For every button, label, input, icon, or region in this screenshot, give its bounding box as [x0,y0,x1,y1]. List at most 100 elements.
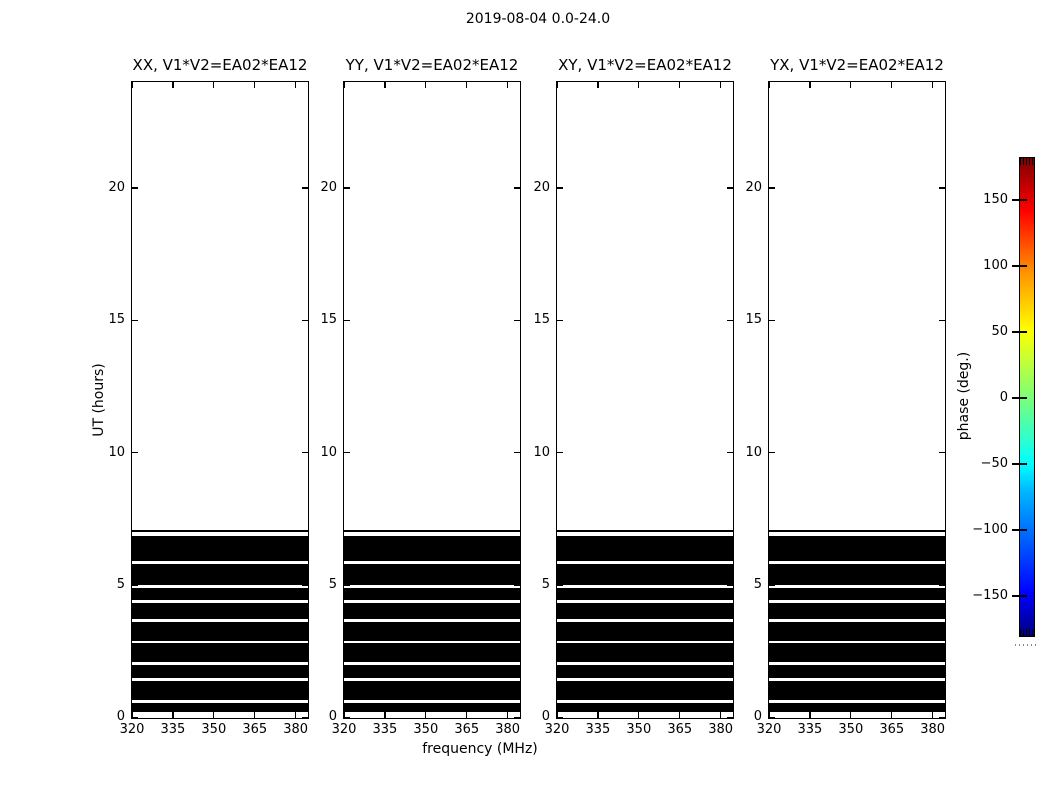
phase-data-band [132,530,308,533]
phase-data-band [557,702,733,713]
x-tick [850,82,852,88]
x-tick-label: 365 [667,722,693,738]
y-tick [344,452,350,454]
x-tick-label: 365 [242,722,268,738]
y-tick [939,584,945,586]
phase-data-band [557,602,733,619]
y-tick [939,716,945,719]
x-tick-label: 350 [413,722,439,738]
y-tick [302,584,308,586]
phase-data-band [344,588,520,600]
colorbar-tick [1012,331,1027,333]
y-tick [727,187,733,189]
y-tick [727,452,733,454]
y-tick-label: 20 [533,179,550,195]
x-tick-label: 335 [797,722,823,738]
y-tick-label: 15 [745,312,762,328]
phase-data-band [132,622,308,641]
phase-data-band [769,665,945,679]
x-tick [343,712,345,718]
x-tick [556,712,558,718]
y-tick-label: 5 [541,577,550,593]
phase-data-band [132,588,308,600]
phase-data-band [769,622,945,641]
x-tick [425,712,427,718]
colorbar-tick-label: 150 [983,192,1008,207]
panel-title: XY, V1*V2=EA02*EA12 [558,56,732,74]
phase-data-band [557,643,733,663]
y-tick [557,716,563,719]
x-tick [131,82,133,88]
x-tick [466,82,468,88]
x-tick-label: 350 [201,722,227,738]
colorbar-tick [1012,529,1027,531]
y-tick [302,187,308,189]
panel-title: XX, V1*V2=EA02*EA12 [132,56,308,74]
y-tick [514,584,520,586]
phase-data-band [344,702,520,713]
x-tick [556,82,558,88]
x-tick [932,712,934,718]
y-tick [344,584,350,586]
x-tick-label: 380 [495,722,521,738]
colorbar [1019,157,1035,637]
phase-data-band [132,602,308,619]
x-tick-label: 335 [160,722,186,738]
x-tick-label: 320 [331,722,357,738]
phase-data-band [132,702,308,713]
y-axis-label: UT (hours) [91,363,107,437]
colorbar-tick [1012,397,1027,399]
y-tick [557,187,563,189]
y-tick-label: 15 [108,312,125,328]
y-tick-label: 10 [533,444,550,460]
y-tick [132,716,138,719]
x-tick [768,712,770,718]
colorbar-tick-label: 100 [983,258,1008,273]
x-tick [597,712,599,718]
x-tick-label: 320 [544,722,570,738]
phase-data-band [344,622,520,641]
x-tick [932,82,934,88]
panel-yx: YX, V1*V2=EA02*EA12 320 335 350 365 380 0 5 10 15… [745,56,946,737]
y-tick [344,187,350,189]
phase-data-band [557,588,733,600]
x-tick [891,82,893,88]
y-tick [769,716,775,719]
colorbar-label: phase (deg.) [956,351,972,441]
y-tick-label: 10 [320,444,337,460]
x-tick [254,712,256,718]
x-tick-label: 335 [585,722,611,738]
phase-data-band [344,643,520,663]
phase-data-band [557,681,733,700]
x-tick [679,82,681,88]
x-tick-label: 365 [454,722,480,738]
phase-data-band [557,665,733,679]
y-tick-label: 10 [108,444,125,460]
x-tick-label: 320 [756,722,782,738]
phase-data-band [132,563,308,586]
y-tick [727,319,733,321]
y-tick [557,319,563,321]
x-tick [507,82,509,88]
x-tick [295,712,297,718]
x-tick [425,82,427,88]
y-tick-label: 0 [541,709,550,725]
panel-xx: XX, V1*V2=EA02*EA12 320 335 350 365 380 0 5 10 15… [108,56,309,737]
phase-data-band [132,535,308,562]
x-tick [891,712,893,718]
phase-data-band [769,530,945,533]
colorbar-tick-label: −50 [980,456,1008,471]
x-tick [507,712,509,718]
x-tick [638,82,640,88]
phase-data-band [344,681,520,700]
y-tick [514,716,520,719]
y-tick [514,187,520,189]
y-tick-label: 0 [116,709,125,725]
y-tick [727,716,733,719]
y-tick [769,319,775,321]
phase-data-band [557,563,733,586]
phase-data-band [557,530,733,533]
y-tick-label: 20 [108,179,125,195]
colorbar-tick-label: −150 [972,588,1008,603]
y-tick-label: 10 [745,444,762,460]
